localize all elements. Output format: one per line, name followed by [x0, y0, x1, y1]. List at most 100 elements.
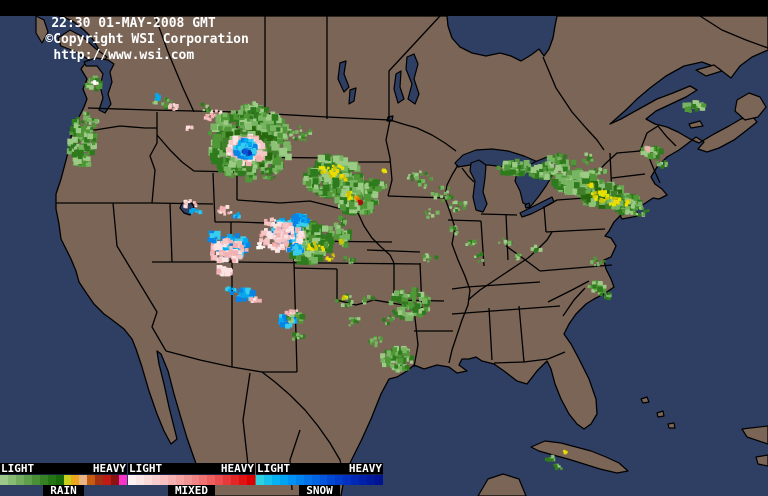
- radar-echo: [351, 261, 354, 264]
- radar-echo: [74, 143, 80, 150]
- radar-echo: [338, 239, 343, 243]
- radar-echo: [599, 179, 604, 184]
- radar-echo: [638, 206, 641, 209]
- radar-echo: [550, 458, 554, 462]
- radar-echo: [270, 164, 275, 169]
- radar-echo: [507, 240, 512, 245]
- radar-echo: [232, 250, 238, 256]
- radar-echo: [231, 254, 236, 259]
- island-landmass: [35, 15, 49, 44]
- radar-echo: [213, 141, 221, 148]
- radar-echo: [92, 141, 96, 146]
- radar-echo: [224, 126, 232, 135]
- radar-echo: [345, 295, 348, 299]
- radar-echo: [589, 201, 595, 207]
- radar-echo: [259, 233, 264, 238]
- radar-echo: [80, 126, 87, 132]
- radar-echo: [330, 171, 334, 175]
- radar-echo: [276, 233, 281, 238]
- radar-echo: [340, 221, 346, 227]
- lake-water: [524, 202, 531, 209]
- radar-echo: [688, 109, 692, 113]
- legend-gradient-cell: [0, 475, 8, 485]
- radar-echo: [78, 144, 84, 150]
- radar-echo: [349, 162, 357, 170]
- radar-echo: [95, 78, 100, 83]
- radar-echo: [239, 256, 243, 260]
- radar-echo: [699, 105, 706, 111]
- radar-echo: [222, 242, 227, 248]
- radar-echo: [327, 171, 330, 175]
- radar-echo: [554, 464, 558, 468]
- radar-echo: [375, 186, 380, 192]
- radar-echo: [304, 227, 310, 233]
- radar-echo: [228, 250, 233, 255]
- radar-echo: [205, 113, 209, 118]
- radar-echo: [322, 169, 326, 173]
- radar-echo: [267, 221, 271, 225]
- radar-echo: [161, 102, 165, 106]
- radar-echo: [406, 294, 410, 298]
- radar-echo: [595, 195, 598, 198]
- radar-echo: [295, 227, 301, 233]
- radar-echo: [249, 126, 256, 133]
- radar-echo: [224, 270, 231, 277]
- radar-echo: [450, 203, 453, 207]
- political-border: [505, 213, 509, 261]
- radar-echo: [558, 153, 563, 158]
- political-border: [444, 164, 459, 199]
- radar-echo: [71, 136, 78, 143]
- radar-echo: [519, 253, 522, 257]
- radar-echo: [409, 355, 415, 361]
- radar-echo: [264, 167, 268, 171]
- radar-echo: [584, 190, 591, 197]
- lake-water: [348, 87, 357, 105]
- radar-echo: [463, 201, 468, 205]
- radar-echo: [455, 209, 458, 212]
- radar-echo: [516, 253, 520, 257]
- radar-echo: [253, 143, 258, 148]
- legend-gradient-cell: [175, 475, 184, 485]
- legend-gradient-cell: [47, 475, 56, 485]
- radar-echo: [230, 162, 236, 168]
- radar-echo: [219, 270, 225, 276]
- radar-echo: [82, 148, 87, 152]
- radar-echo: [391, 366, 395, 370]
- radar-echo: [274, 172, 277, 175]
- political-border: [467, 231, 553, 301]
- radar-echo: [590, 158, 594, 162]
- radar-echo: [86, 129, 91, 134]
- radar-echo: [596, 261, 599, 264]
- radar-echo: [289, 133, 293, 137]
- radar-echo: [438, 186, 441, 189]
- radar-echo: [187, 200, 191, 204]
- radar-echo: [429, 177, 433, 181]
- radar-echo: [582, 176, 590, 184]
- radar-echo: [382, 171, 385, 174]
- radar-echo: [424, 184, 427, 188]
- radar-echo: [156, 97, 161, 101]
- radar-echo: [275, 244, 281, 249]
- radar-echo: [71, 149, 76, 153]
- radar-echo: [384, 349, 389, 354]
- radar-echo: [295, 309, 299, 312]
- legend-gradient-cell: [87, 475, 96, 485]
- radar-echo: [90, 127, 94, 131]
- radar-echo: [510, 169, 516, 175]
- radar-echo: [600, 171, 603, 174]
- radar-echo: [503, 160, 509, 166]
- radar-echo: [421, 310, 427, 315]
- radar-echo: [332, 164, 335, 168]
- precip-legend: LIGHT HEAVY RAIN LIGHT HEAVY MIXED LIGHT…: [0, 463, 383, 496]
- radar-echo: [592, 194, 597, 199]
- radar-echo: [318, 166, 323, 170]
- radar-echo: [93, 81, 97, 85]
- radar-echo: [447, 186, 450, 190]
- radar-echo: [412, 307, 418, 313]
- radar-echo: [222, 142, 229, 149]
- radar-echo: [632, 208, 636, 212]
- radar-echo: [403, 350, 410, 357]
- radar-echo: [394, 290, 400, 296]
- radar-echo: [92, 119, 95, 123]
- radar-echo: [358, 201, 362, 206]
